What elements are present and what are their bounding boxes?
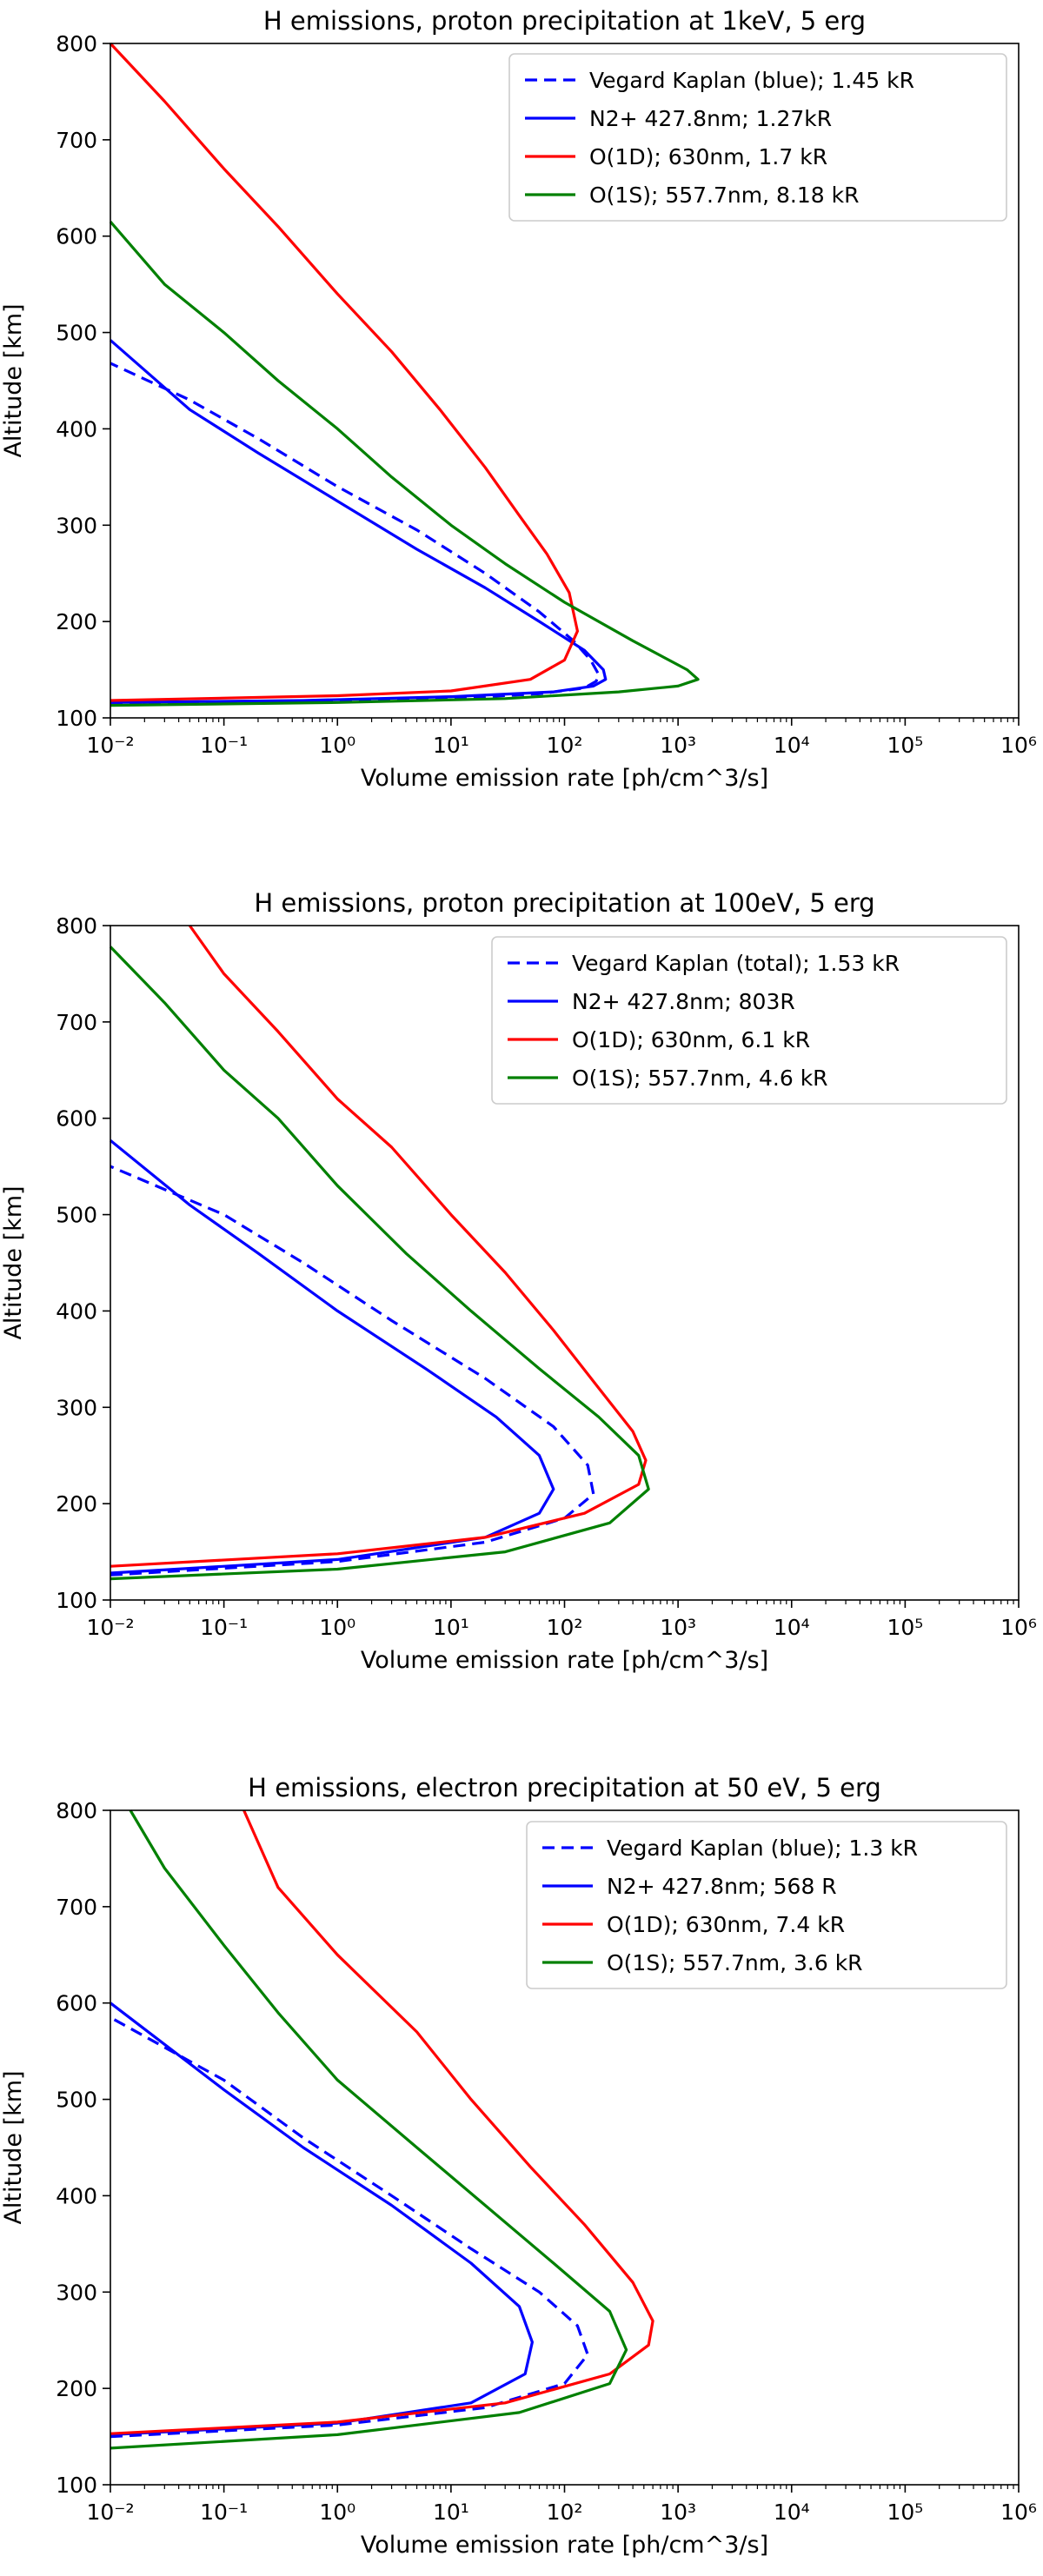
y-tick-label: 500 <box>56 2088 97 2113</box>
y-tick-label: 500 <box>56 321 97 346</box>
legend-entry: O(1D); 630nm, 7.4 kR <box>607 1912 845 1937</box>
series-line-1 <box>110 1165 595 1577</box>
y-tick-label: 600 <box>56 224 97 249</box>
y-tick-label: 300 <box>56 513 97 538</box>
y-tick-label: 300 <box>56 2280 97 2305</box>
legend: Vegard Kaplan (blue); 1.45 kR N2+ 427.8nm… <box>508 53 1007 222</box>
legend-box <box>526 1821 1007 1989</box>
legend-box <box>491 936 1007 1105</box>
series-line-3 <box>110 925 648 1568</box>
x-tick-label: 10⁶ <box>1000 733 1037 758</box>
chart-title: H emissions, proton precipitation at 100… <box>254 888 874 918</box>
series-line-1 <box>110 362 601 707</box>
series-line-2 <box>110 2002 534 2436</box>
x-tick-label: 10² <box>547 1615 583 1640</box>
y-tick-label: 500 <box>56 1203 97 1228</box>
x-tick-label: 10⁻¹ <box>200 1615 248 1640</box>
legend-entry: O(1D); 630nm, 6.1 kR <box>572 1027 810 1052</box>
legend-entry: O(1S); 557.7nm, 8.18 kR <box>589 183 859 208</box>
x-axis-label: Volume emission rate [ph/cm^3/s] <box>361 2532 768 2559</box>
y-tick-label: 800 <box>56 1798 97 1823</box>
series-line-4 <box>109 946 650 1581</box>
x-tick-label: 10⁴ <box>774 1615 810 1640</box>
chart-title: H emissions, proton precipitation at 1ke… <box>263 6 866 36</box>
y-axis-label: Altitude [km] <box>0 2070 27 2224</box>
y-tick-label: 700 <box>56 128 97 153</box>
series-line-3 <box>110 1809 654 2435</box>
x-tick-label: 10⁵ <box>887 2500 923 2525</box>
x-tick-label: 10⁴ <box>774 733 810 758</box>
x-tick-label: 10³ <box>660 733 696 758</box>
legend-entry: N2+ 427.8nm; 803R <box>572 989 795 1014</box>
legend-box <box>508 53 1007 222</box>
y-axis-label: Altitude [km] <box>0 303 27 457</box>
y-tick-label: 700 <box>56 1010 97 1035</box>
legend-entry: Vegard Kaplan (blue); 1.3 kR <box>607 1836 918 1861</box>
chart-panel-3: H emissions, electron precipitation at 5… <box>0 1773 1037 2559</box>
x-tick-label: 10¹ <box>433 2500 469 2525</box>
y-tick-label: 400 <box>56 2183 97 2208</box>
x-tick-label: 10¹ <box>433 1615 469 1640</box>
y-tick-label: 600 <box>56 1991 97 2016</box>
series-line-2 <box>109 1139 555 1575</box>
chart-title: H emissions, electron precipitation at 5… <box>248 1773 881 1803</box>
series-line-3 <box>109 42 579 702</box>
y-tick-label: 400 <box>56 1298 97 1324</box>
x-tick-label: 10⁵ <box>887 733 923 758</box>
legend-entry: N2+ 427.8nm; 568 R <box>607 1874 837 1899</box>
series-line-4 <box>110 1809 628 2450</box>
legend-entry: O(1D); 630nm, 1.7 kR <box>589 144 827 169</box>
x-tick-label: 10² <box>547 733 583 758</box>
y-tick-label: 300 <box>56 1395 97 1420</box>
chart-panel-2: H emissions, proton precipitation at 100… <box>0 888 1037 1674</box>
x-tick-label: 10¹ <box>433 733 469 758</box>
series-line-4 <box>109 221 700 707</box>
chart-panel-1: H emissions, proton precipitation at 1ke… <box>0 6 1037 792</box>
x-tick-label: 10³ <box>660 1615 696 1640</box>
legend-entry: N2+ 427.8nm; 1.27kR <box>589 106 832 131</box>
y-tick-label: 600 <box>56 1106 97 1132</box>
x-tick-label: 10⁻² <box>86 2500 134 2525</box>
x-axis-label: Volume emission rate [ph/cm^3/s] <box>361 1647 768 1674</box>
y-tick-label: 200 <box>56 1491 97 1517</box>
x-tick-label: 10⁶ <box>1000 2500 1037 2525</box>
x-tick-label: 10⁻² <box>86 1615 134 1640</box>
x-tick-label: 10⁻¹ <box>200 733 248 758</box>
legend-entry: O(1S); 557.7nm, 4.6 kR <box>572 1066 828 1091</box>
y-tick-label: 100 <box>56 1588 97 1613</box>
x-tick-label: 10⁶ <box>1000 1615 1037 1640</box>
legend: Vegard Kaplan (total); 1.53 kR N2+ 427.8n… <box>491 936 1007 1105</box>
y-axis-label: Altitude [km] <box>0 1185 27 1339</box>
x-tick-label: 10² <box>547 2500 583 2525</box>
y-tick-label: 400 <box>56 416 97 442</box>
y-tick-label: 200 <box>56 609 97 634</box>
x-axis-label: Volume emission rate [ph/cm^3/s] <box>361 765 768 792</box>
y-tick-label: 100 <box>56 706 97 731</box>
legend-entry: O(1S); 557.7nm, 3.6 kR <box>607 1950 863 1975</box>
x-tick-label: 10⁻¹ <box>200 2500 248 2525</box>
legend-entry: Vegard Kaplan (total); 1.53 kR <box>572 951 900 976</box>
x-tick-label: 10⁰ <box>319 2500 355 2525</box>
legend: Vegard Kaplan (blue); 1.3 kR N2+ 427.8nm;… <box>526 1821 1007 1989</box>
x-tick-label: 10⁵ <box>887 1615 923 1640</box>
y-tick-label: 800 <box>56 913 97 939</box>
series-line-1 <box>110 2015 589 2439</box>
y-tick-label: 800 <box>56 31 97 56</box>
x-tick-label: 10⁰ <box>319 1615 355 1640</box>
x-tick-label: 10³ <box>660 2500 696 2525</box>
series-line-2 <box>109 339 608 704</box>
legend-entry: Vegard Kaplan (blue); 1.45 kR <box>589 68 914 93</box>
x-tick-label: 10⁰ <box>319 733 355 758</box>
x-tick-label: 10⁴ <box>774 2500 810 2525</box>
y-tick-label: 100 <box>56 2473 97 2498</box>
y-tick-label: 200 <box>56 2376 97 2401</box>
y-tick-label: 700 <box>56 1895 97 1920</box>
x-tick-label: 10⁻² <box>86 733 134 758</box>
